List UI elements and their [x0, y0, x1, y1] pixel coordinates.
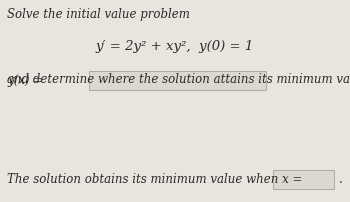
FancyBboxPatch shape — [273, 170, 334, 189]
Text: y(x) =: y(x) = — [7, 74, 43, 87]
Text: y′ = 2y² + xy²,  y(0) = 1: y′ = 2y² + xy², y(0) = 1 — [96, 40, 254, 53]
Text: and determine where the solution attains its minimum value.: and determine where the solution attains… — [7, 73, 350, 86]
Text: .: . — [338, 173, 342, 186]
FancyBboxPatch shape — [89, 71, 266, 90]
Text: Solve the initial value problem: Solve the initial value problem — [7, 8, 190, 21]
Text: The solution obtains its minimum value when x =: The solution obtains its minimum value w… — [7, 173, 302, 186]
